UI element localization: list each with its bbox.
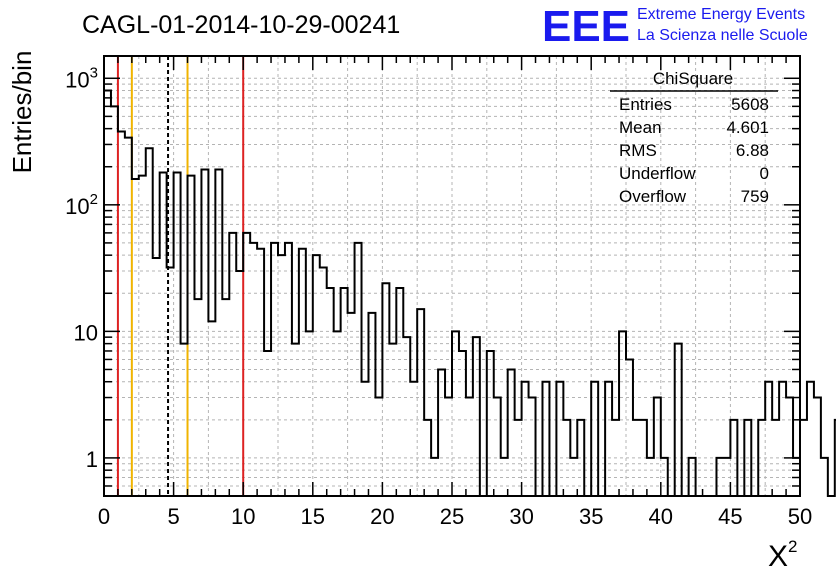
stats-value: 5608 (731, 95, 769, 114)
y-axis-ticks: 1 10 102 103 (65, 64, 800, 487)
stats-rows: Entries 5608 Mean 4.601 RMS 6.88 Underflow 0 Ove… (619, 95, 769, 206)
x-tick-label: 10 (231, 504, 255, 529)
x-tick-label: 45 (718, 504, 742, 529)
x-tick-label: 20 (370, 504, 394, 529)
x-tick-label: 30 (509, 504, 533, 529)
eee-logo: EEE Extreme Energy Events La Scienza nel… (542, 2, 808, 51)
chart-title: CAGL-01-2014-10-29-00241 (82, 11, 400, 39)
y-tick-label: 102 (65, 191, 98, 219)
x-tick-label: 0 (98, 504, 110, 529)
stats-label: Underflow (619, 164, 696, 183)
y-tick-label: 1 (86, 447, 98, 472)
stats-value: 759 (741, 187, 769, 206)
x-tick-label: 50 (788, 504, 812, 529)
y-tick-label: 10 (74, 320, 98, 345)
stats-box: ChiSquare Entries 5608 Mean 4.601 RMS 6.88 Und… (610, 69, 778, 206)
stats-label: Entries (619, 95, 672, 114)
stats-label: Overflow (619, 187, 687, 206)
x-axis-ticks: 0 5 10 15 20 25 30 35 40 45 50 (98, 56, 812, 529)
stats-label: RMS (619, 141, 657, 160)
x-tick-label: 25 (440, 504, 464, 529)
x-tick-label: 5 (167, 504, 179, 529)
stats-value: 0 (760, 164, 769, 183)
logo-line-2: La Scienza nelle Scuole (637, 27, 808, 44)
stats-value: 6.88 (736, 141, 769, 160)
stats-label: Mean (619, 118, 662, 137)
histogram-series (104, 89, 836, 497)
x-tick-label: 15 (301, 504, 325, 529)
grid-lines (104, 56, 800, 496)
y-axis-label: Entries/bin (7, 51, 37, 174)
x-axis-label: X2 (768, 537, 797, 572)
stats-value: 4.601 (726, 118, 769, 137)
x-tick-label: 35 (579, 504, 603, 529)
y-tick-label: 103 (65, 64, 98, 92)
stats-title: ChiSquare (653, 69, 733, 88)
logo-letters: EEE (542, 2, 630, 51)
logo-line-1: Extreme Energy Events (637, 6, 805, 23)
x-tick-label: 40 (649, 504, 673, 529)
